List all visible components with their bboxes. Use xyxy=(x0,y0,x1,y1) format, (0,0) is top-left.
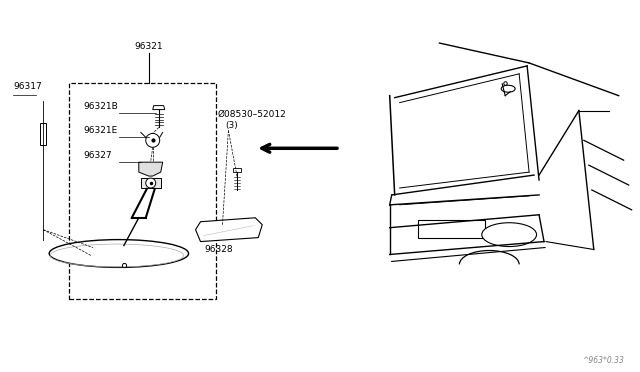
Text: Ø08530–52012: Ø08530–52012 xyxy=(218,109,286,119)
Polygon shape xyxy=(196,218,262,241)
Text: 96321E: 96321E xyxy=(83,126,117,135)
Text: ^963*0.33: ^963*0.33 xyxy=(582,356,623,365)
Bar xyxy=(417,220,485,238)
Ellipse shape xyxy=(501,85,515,92)
Polygon shape xyxy=(139,162,163,176)
Text: 96321B: 96321B xyxy=(83,102,118,110)
Ellipse shape xyxy=(482,223,536,247)
Polygon shape xyxy=(153,106,164,110)
Ellipse shape xyxy=(49,240,189,267)
Text: 96327: 96327 xyxy=(83,151,111,160)
Circle shape xyxy=(146,134,160,147)
Bar xyxy=(40,124,46,145)
Text: 96328: 96328 xyxy=(204,246,233,254)
Bar xyxy=(69,83,216,299)
Polygon shape xyxy=(141,178,161,188)
Text: 96317: 96317 xyxy=(13,82,42,91)
Bar xyxy=(234,168,241,172)
Text: 96321: 96321 xyxy=(134,42,163,51)
Text: (3): (3) xyxy=(225,121,238,131)
Circle shape xyxy=(146,178,156,188)
